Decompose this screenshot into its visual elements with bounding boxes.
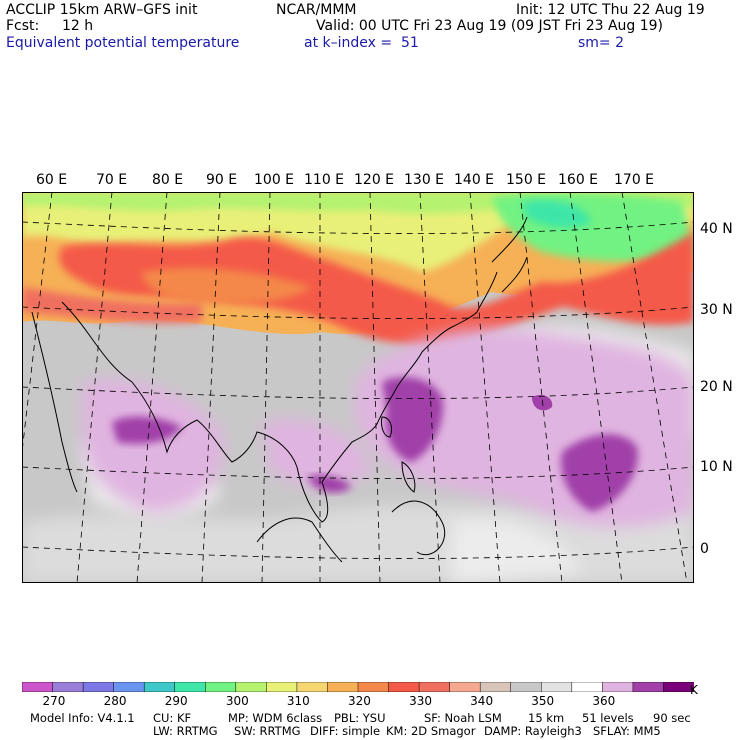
colorbar-label: 310 xyxy=(286,694,310,708)
colorbar-label: 280 xyxy=(103,694,127,708)
valid-time: Valid: 00 UTC Fri 23 Aug 19 (09 JST Fri … xyxy=(316,18,664,34)
model-info-1: PBL: YSU xyxy=(334,711,386,725)
forecast-label: Fcst: xyxy=(6,18,40,34)
lat-label: 40 N xyxy=(700,221,733,237)
field-purple xyxy=(112,416,182,444)
colorbar-label: 350 xyxy=(531,694,555,708)
lon-label: 90 E xyxy=(206,172,238,188)
field-lavender xyxy=(82,379,224,512)
coastlines xyxy=(31,216,528,563)
lat-label: 10 N xyxy=(700,459,733,475)
colorbar-unit: K xyxy=(690,683,698,697)
field-red xyxy=(59,232,694,347)
model-info-1: CU: KF xyxy=(153,711,192,725)
graticule xyxy=(22,192,694,583)
colorbar-swatch xyxy=(449,682,481,692)
colorbar-label: 270 xyxy=(42,694,66,708)
model-info-1: Model Info: V4.1.1 xyxy=(30,711,135,725)
colorbar-swatch xyxy=(113,682,145,692)
colorbar-swatch xyxy=(418,682,451,692)
lat-label: 30 N xyxy=(700,302,733,318)
colorbar-swatch xyxy=(235,682,267,692)
colorbar-swatch xyxy=(632,682,665,692)
model-info-1: SF: Noah LSM xyxy=(424,711,502,725)
lon-label: 70 E xyxy=(96,172,128,188)
lon-label: 80 E xyxy=(152,172,184,188)
model-info-1: 15 km xyxy=(528,711,565,725)
colorbar-swatch xyxy=(479,682,512,692)
lon-label: 100 E xyxy=(254,172,295,188)
lon-label: 130 E xyxy=(404,172,445,188)
model-info-2: SW: RRTMG xyxy=(234,724,301,738)
colorbar-swatch xyxy=(602,682,634,692)
smoothing: sm= 2 xyxy=(578,35,625,51)
lon-label: 60 E xyxy=(36,172,68,188)
lon-label: 140 E xyxy=(454,172,495,188)
model-info-1: 90 sec xyxy=(653,711,691,725)
colorbar-label: 300 xyxy=(225,694,249,708)
colorbar-swatch xyxy=(663,682,694,692)
colorbar-label: 290 xyxy=(164,694,188,708)
model-info-2: LW: RRTMG xyxy=(153,724,218,738)
lon-label: 110 E xyxy=(304,172,345,188)
field-purple xyxy=(532,395,553,411)
lon-label: 150 E xyxy=(506,172,547,188)
field-purple xyxy=(561,434,638,512)
colorbar-swatch xyxy=(266,682,298,692)
model-info-2: DIFF: simple xyxy=(310,724,381,738)
lon-label: 170 E xyxy=(614,172,655,188)
colorbar-swatch xyxy=(541,682,573,692)
field-name: Equivalent potential temperature xyxy=(6,35,240,51)
forecast-hour: 12 h xyxy=(62,18,94,34)
colorbar xyxy=(22,682,694,692)
model-info-2: SFLAY: MM5 xyxy=(593,724,661,738)
colorbar-label: 340 xyxy=(470,694,494,708)
colorbar-swatch xyxy=(82,682,115,692)
colorbar-swatch xyxy=(510,682,542,692)
colorbar-swatch xyxy=(174,682,206,692)
level-index: at k–index = 51 xyxy=(304,35,419,51)
colorbar-swatch xyxy=(22,682,54,692)
colorbar-swatch xyxy=(388,682,420,692)
field-red xyxy=(22,287,202,324)
colorbar-swatch xyxy=(327,682,359,692)
run-title: ACCLIP 15km ARW–GFS init xyxy=(6,2,198,18)
lon-label: 120 E xyxy=(354,172,395,188)
model-info-1: MP: WDM 6class xyxy=(228,711,323,725)
map-frame xyxy=(22,192,694,583)
colorbar-swatch xyxy=(143,682,176,692)
colorbar-label: 330 xyxy=(409,694,432,708)
colorbar-label: 320 xyxy=(348,694,371,708)
colorbar-swatch xyxy=(205,682,237,692)
model-info-2: DAMP: Rayleigh3 xyxy=(484,724,582,738)
theta-e-map xyxy=(22,192,694,583)
field-teal xyxy=(522,200,592,228)
colorbar-swatch xyxy=(357,682,390,692)
field-white xyxy=(452,519,582,583)
lat-label: 20 N xyxy=(700,379,733,395)
field-salmon xyxy=(142,267,312,304)
colorbar-label: 360 xyxy=(592,694,616,708)
field-purple xyxy=(307,475,352,493)
field-lavender xyxy=(262,419,372,487)
lon-label: 160 E xyxy=(558,172,599,188)
colorbar-swatch xyxy=(296,682,329,692)
init-time: Init: 12 UTC Thu 22 Aug 19 xyxy=(516,2,705,18)
model-info-2: KM: 2D Smagor xyxy=(386,724,476,738)
colorbar-swatch xyxy=(571,682,603,692)
model-info-1: 51 levels xyxy=(582,711,634,725)
colorbar-swatch xyxy=(52,682,84,692)
center-name: NCAR/MMM xyxy=(276,2,357,18)
lat-label: 0 xyxy=(700,541,709,557)
